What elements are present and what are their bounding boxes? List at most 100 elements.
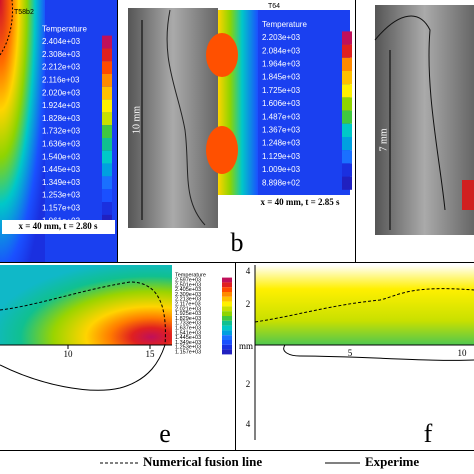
fusion-line: [0, 0, 13, 56]
legend-swatch: [222, 287, 232, 292]
caption: x = 40 mm, t = 2.80 s: [18, 221, 97, 231]
legend-value: 2.084e+03: [262, 46, 301, 55]
y-tick-label: 4: [246, 419, 251, 429]
legend-value: 2.597e+03: [175, 277, 201, 283]
legend-value: 1.636e+03: [42, 140, 81, 149]
legend-swatch: [222, 325, 232, 331]
legend-value: 1.606e+03: [262, 99, 301, 108]
legend-swatch: [222, 344, 232, 350]
contour: [0, 0, 45, 262]
legend-swatch: [222, 311, 232, 316]
legend-swatch: [342, 123, 352, 137]
legend-value: 2.117e+03: [175, 301, 201, 307]
caption: x = 40 mm, t = 2.85 s: [260, 197, 339, 207]
legend-swatch: [342, 84, 352, 98]
legend-value: 1.009e+03: [262, 165, 301, 174]
panel-label: f: [424, 419, 433, 448]
legend-value: 1.733e+03: [175, 321, 201, 327]
macro-photo: [128, 8, 218, 228]
legend-value: 1.725e+03: [262, 86, 301, 95]
legend-value: 1.541e+03: [175, 330, 201, 336]
legend-swatch: [222, 349, 232, 355]
legend-swatch: [102, 189, 112, 202]
macro-photo: [375, 5, 474, 235]
contour: [206, 126, 238, 174]
legend-value: 1.487e+03: [262, 112, 301, 121]
legend-swatch: [342, 97, 352, 111]
caption-box: [2, 220, 115, 234]
legend-swatch: [342, 71, 352, 85]
legend-value: 8.898e+02: [262, 178, 301, 187]
legend-swatch: [102, 112, 112, 126]
legend-swatch: [102, 35, 112, 49]
legend-swatch: [342, 163, 352, 177]
legend-value: 2.213e+03: [175, 297, 201, 303]
legend-swatch: [102, 86, 112, 100]
fusion-line: [0, 281, 166, 346]
legend-value: 2.203e+03: [262, 33, 301, 42]
legend-swatch: [222, 335, 232, 340]
panel-label: b: [231, 228, 244, 257]
legend-value: 1.367e+03: [262, 126, 301, 135]
contour: [255, 265, 474, 345]
legend-swatch: [222, 277, 232, 283]
panel-title: T58b2: [14, 9, 34, 16]
legend-value: 2.404e+03: [42, 37, 81, 46]
legend-value: 1.129e+03: [262, 152, 301, 161]
x-tick-label: 5: [348, 348, 353, 358]
legend-value: 2.309e+03: [175, 292, 201, 298]
experimental-line: [283, 344, 474, 361]
panel-label: e: [159, 419, 171, 448]
legend-value: 1.732e+03: [42, 127, 81, 136]
legend-value: 2.020e+03: [42, 88, 81, 97]
x-tick-label: 10: [64, 349, 74, 359]
fusion-boundary: [166, 9, 206, 226]
legend-swatch: [342, 150, 352, 164]
legend-value: 1.964e+03: [262, 60, 301, 69]
legend-value: 2.116e+03: [42, 76, 80, 85]
legend-label: Numerical fusion line: [143, 454, 262, 469]
legend-swatch: [222, 282, 232, 288]
legend-swatch: [342, 176, 352, 190]
legend-swatch: [342, 31, 352, 45]
legend-swatch: [102, 163, 112, 177]
legend-swatch: [102, 48, 112, 62]
panel-e: Temperature2.597e+032.501e+032.405e+032.…: [0, 265, 232, 448]
legend-swatch: [222, 316, 232, 321]
legend-value: 1.845e+03: [262, 73, 301, 82]
legend-swatch: [222, 296, 232, 302]
legend-value: 1.349e+03: [42, 178, 81, 187]
y-tick-label: 2: [246, 379, 251, 389]
legend-swatch: [222, 301, 232, 307]
legend-value: 1.828e+03: [42, 114, 81, 123]
legend-value: 1.924e+03: [42, 101, 81, 110]
panel-c: 7 mm: [374, 5, 474, 235]
legend-value: 1.925e+03: [175, 311, 201, 317]
x-tick-label: 15: [146, 349, 156, 359]
fusion-boundary: [374, 15, 446, 211]
legend-value: 1.157e+03: [175, 349, 201, 355]
legend-value: 2.212e+03: [42, 63, 81, 72]
legend-value: 2.308e+03: [42, 50, 81, 59]
panel-a: T58b2 Temperature 2.404e+03 2.308e+03 2.212…: [0, 0, 117, 262]
y-tick-label: 4: [246, 266, 251, 276]
fusion-line: [254, 288, 474, 323]
legend-swatch: [102, 99, 112, 113]
figure-legend: Numerical fusion line Experime: [100, 454, 419, 469]
legend-swatch: [222, 306, 232, 312]
legend-value: 2.405e+03: [175, 287, 201, 293]
legend-swatch: [222, 292, 232, 297]
contour: [206, 33, 238, 77]
legend-label: Experime: [365, 454, 419, 469]
legend-value: 1.253e+03: [42, 191, 81, 200]
legend-value: 2.501e+03: [175, 282, 201, 288]
legend-swatch: [222, 340, 232, 345]
scale-label: 7 mm: [378, 128, 389, 151]
panel-title: T64: [268, 3, 280, 10]
legend-swatch: [342, 57, 352, 71]
legend-swatch: [102, 150, 112, 164]
y-unit: mm: [239, 341, 253, 351]
contour-edge: [462, 180, 474, 210]
legend-swatch: [102, 61, 112, 74]
